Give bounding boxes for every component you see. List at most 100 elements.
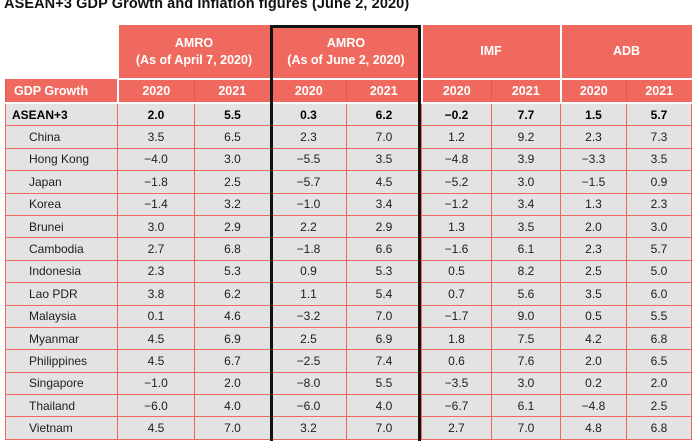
column-group-adb: ADB: [559, 25, 692, 80]
year-header: 2021: [491, 79, 561, 104]
value-cell: 6.2: [194, 282, 271, 306]
value-cell: −0.2: [421, 102, 492, 127]
value-cell: 5.3: [346, 259, 422, 284]
value-cell: 7.0: [346, 125, 422, 149]
value-cell: 7.7: [491, 102, 561, 127]
group-name: IMF: [480, 44, 502, 59]
value-cell: −1.8: [117, 170, 195, 194]
value-cell: −1.6: [421, 237, 492, 261]
value-cell: 6.1: [491, 237, 561, 261]
value-cell: 2.9: [346, 214, 422, 239]
table-row: ASEAN+3 2.0 5.5 0.3 6.2 −0.2 7.7 1.5 5.7: [5, 102, 692, 127]
value-cell: 8.2: [491, 259, 561, 284]
value-cell: 1.3: [560, 192, 627, 216]
value-cell: 5.4: [346, 282, 422, 306]
row-label: ASEAN+3: [5, 102, 118, 127]
value-cell: 6.9: [346, 326, 422, 351]
value-cell: 4.5: [117, 349, 195, 373]
value-cell: 3.5: [560, 282, 627, 306]
table-row: Thailand −6.0 4.0 −6.0 4.0 −6.7 6.1 −4.8 2.5: [5, 394, 692, 418]
row-label: Singapore: [5, 371, 118, 396]
group-name: AMRO: [326, 36, 366, 51]
row-label: Philippines: [5, 349, 118, 373]
value-cell: −3.5: [421, 371, 492, 396]
row-label: Malaysia: [5, 304, 118, 328]
value-cell: 3.0: [117, 214, 195, 239]
value-cell: 1.2: [421, 125, 492, 149]
group-name: AMRO: [174, 36, 214, 51]
value-cell: −3.2: [270, 304, 347, 328]
value-cell: 6.8: [626, 416, 692, 440]
value-cell: 3.5: [626, 147, 692, 172]
value-cell: −1.2: [421, 192, 492, 216]
value-cell: −8.0: [270, 371, 347, 396]
value-cell: −6.7: [421, 394, 492, 418]
table-row: Brunei 3.0 2.9 2.2 2.9 1.3 3.5 2.0 3.0: [5, 214, 692, 239]
group-subtitle: (As of April 7, 2020): [135, 52, 253, 67]
value-cell: 2.5: [270, 326, 347, 351]
value-cell: 7.3: [626, 125, 692, 149]
value-cell: 6.7: [194, 349, 271, 373]
value-cell: 2.3: [270, 125, 347, 149]
value-cell: 4.5: [117, 416, 195, 440]
gdp-growth-table: AMRO (As of April 7, 2020) AMRO (As of J…: [5, 25, 692, 440]
value-cell: 2.0: [560, 214, 627, 239]
value-cell: 5.5: [194, 102, 271, 127]
year-header: 2020: [420, 79, 492, 104]
value-cell: 3.5: [117, 125, 195, 149]
value-cell: 3.2: [194, 192, 271, 216]
corner-cell: [5, 25, 118, 79]
value-cell: −6.0: [117, 394, 195, 418]
value-cell: 1.3: [421, 214, 492, 239]
value-cell: 0.3: [270, 102, 347, 127]
value-cell: 3.9: [491, 147, 561, 172]
table-row: China 3.5 6.5 2.3 7.0 1.2 9.2 2.3 7.3: [5, 125, 692, 149]
value-cell: 5.0: [626, 259, 692, 284]
value-cell: 2.3: [117, 259, 195, 284]
value-cell: 2.3: [560, 125, 627, 149]
year-header: 2020: [269, 79, 347, 104]
value-cell: 5.5: [346, 371, 422, 396]
value-cell: −2.5: [270, 349, 347, 373]
value-cell: 7.5: [491, 326, 561, 351]
value-cell: 9.0: [491, 304, 561, 328]
value-cell: −3.3: [560, 147, 627, 172]
value-cell: 4.0: [194, 394, 271, 418]
value-cell: −1.0: [270, 192, 347, 216]
row-label: Indonesia: [5, 259, 118, 284]
value-cell: 2.0: [560, 349, 627, 373]
value-cell: 3.0: [491, 170, 561, 194]
table-row: Japan −1.8 2.5 −5.7 4.5 −5.2 3.0 −1.5 0.9: [5, 170, 692, 194]
year-header: 2021: [346, 79, 422, 104]
value-cell: −4.8: [560, 394, 627, 418]
value-cell: 0.5: [421, 259, 492, 284]
value-cell: 2.2: [270, 214, 347, 239]
group-name: ADB: [612, 44, 641, 59]
value-cell: 4.5: [346, 170, 422, 194]
year-header-row: GDP Growth 2020 2021 2020 2021 2020 2021…: [5, 79, 692, 104]
value-cell: 2.5: [626, 394, 692, 418]
value-cell: 1.1: [270, 282, 347, 306]
value-cell: 0.6: [421, 349, 492, 373]
value-cell: 2.0: [626, 371, 692, 396]
value-cell: 5.7: [626, 102, 692, 127]
value-cell: 3.0: [491, 371, 561, 396]
value-cell: 6.5: [194, 125, 271, 149]
table-row: Malaysia 0.1 4.6 −3.2 7.0 −1.7 9.0 0.5 5.5: [5, 304, 692, 328]
value-cell: 7.6: [491, 349, 561, 373]
value-cell: −1.4: [117, 192, 195, 216]
column-group-amro-april: AMRO (As of April 7, 2020): [116, 25, 271, 80]
value-cell: 7.0: [346, 304, 422, 328]
value-cell: 2.3: [560, 237, 627, 261]
value-cell: 7.0: [194, 416, 271, 440]
table-row: Myanmar 4.5 6.9 2.5 6.9 1.8 7.5 4.2 6.8: [5, 326, 692, 351]
value-cell: 2.9: [194, 214, 271, 239]
value-cell: −1.0: [117, 371, 195, 396]
value-cell: 1.8: [421, 326, 492, 351]
row-label: Vietnam: [5, 416, 118, 440]
value-cell: 9.2: [491, 125, 561, 149]
value-cell: −4.0: [117, 147, 195, 172]
value-cell: −4.8: [421, 147, 492, 172]
value-cell: 6.6: [346, 237, 422, 261]
